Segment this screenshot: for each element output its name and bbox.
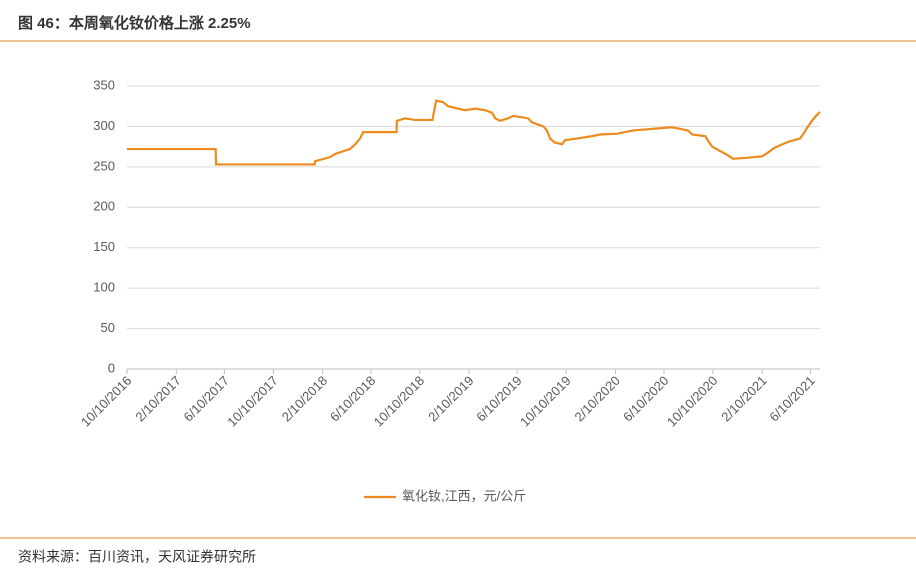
legend-label: 氧化钕,江西，元/公斤: [402, 488, 526, 503]
y-tick-label: 150: [93, 239, 115, 254]
x-tick-label: 6/10/2021: [766, 373, 818, 425]
x-tick-label: 6/10/2019: [473, 373, 525, 425]
y-tick-label: 350: [93, 77, 115, 92]
chart-title: 图 46：本周氧化钕价格上涨 2.25%: [18, 14, 251, 32]
source-note: 资料来源：百川资讯，天风证券研究所: [18, 549, 256, 565]
y-tick-label: 100: [93, 280, 115, 295]
x-tick-label: 2/10/2017: [132, 373, 184, 425]
x-tick-label: 6/10/2017: [180, 373, 232, 425]
x-tick-label: 10/10/2016: [78, 373, 135, 430]
y-tick-label: 0: [108, 360, 115, 375]
y-tick-label: 300: [93, 118, 115, 133]
x-tick-label: 2/10/2021: [718, 373, 770, 425]
x-tick-label: 2/10/2019: [425, 373, 477, 425]
y-tick-label: 250: [93, 158, 115, 173]
y-tick-label: 50: [101, 320, 115, 335]
x-tick-label: 10/10/2019: [517, 373, 574, 430]
line-series: [127, 99, 821, 166]
x-tick-label: 10/10/2018: [371, 373, 428, 430]
y-tick-label: 200: [93, 199, 115, 214]
x-tick-label: 10/10/2017: [224, 373, 281, 430]
x-tick-label: 6/10/2020: [620, 373, 672, 425]
x-tick-label: 10/10/2020: [664, 373, 721, 430]
x-tick-label: 6/10/2018: [327, 373, 379, 425]
x-tick-label: 2/10/2018: [279, 373, 331, 425]
x-tick-label: 2/10/2020: [572, 373, 624, 425]
